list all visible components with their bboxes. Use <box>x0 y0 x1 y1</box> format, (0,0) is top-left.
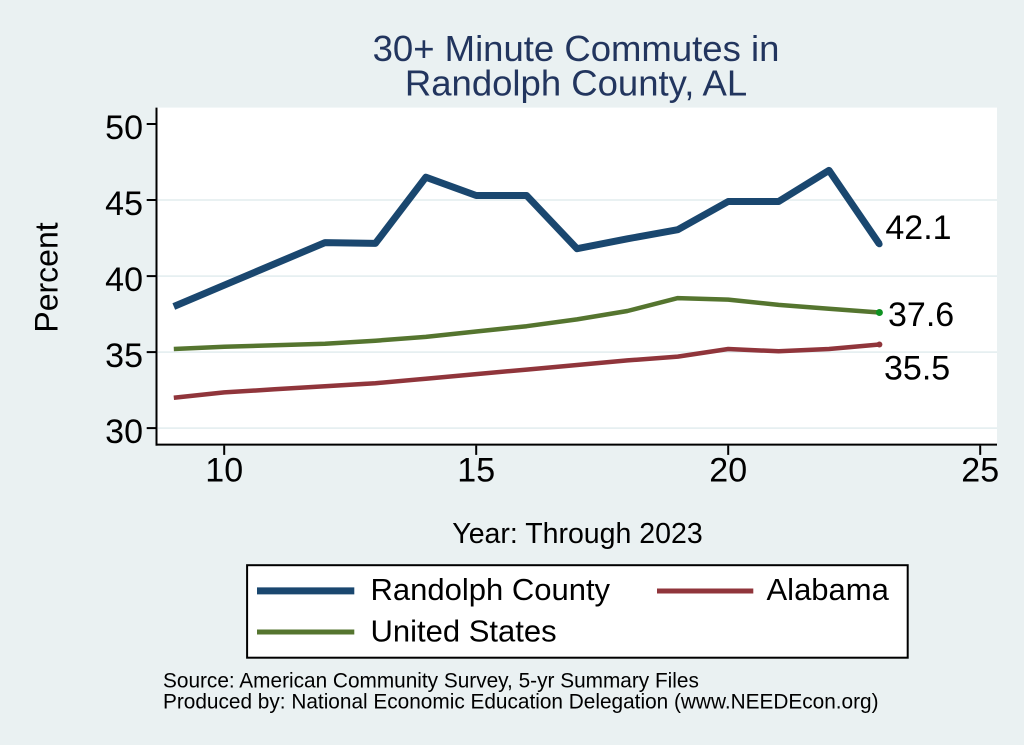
svg-text:37.6: 37.6 <box>888 296 954 334</box>
svg-text:10: 10 <box>205 451 243 489</box>
svg-text:45: 45 <box>105 185 143 223</box>
svg-text:15: 15 <box>457 451 495 489</box>
svg-text:Source: American Community Sur: Source: American Community Survey, 5-yr … <box>163 669 699 692</box>
svg-text:30: 30 <box>105 413 143 451</box>
svg-text:Year: Through 2023: Year: Through 2023 <box>452 518 702 550</box>
svg-text:35: 35 <box>105 337 143 375</box>
svg-text:50: 50 <box>105 109 143 147</box>
svg-text:25: 25 <box>961 451 999 489</box>
svg-text:Alabama: Alabama <box>767 572 890 607</box>
svg-text:40: 40 <box>105 261 143 299</box>
svg-text:20: 20 <box>709 451 747 489</box>
svg-text:35.5: 35.5 <box>884 349 950 387</box>
svg-text:Randolph County: Randolph County <box>371 572 611 607</box>
svg-text:Randolph County, AL: Randolph County, AL <box>405 63 747 104</box>
svg-text:United States: United States <box>371 614 557 649</box>
svg-text:Produced by: National Economic: Produced by: National Economic Education… <box>163 691 879 714</box>
svg-text:Percent: Percent <box>29 222 65 332</box>
svg-text:30+ Minute Commutes in: 30+ Minute Commutes in <box>373 28 780 69</box>
svg-text:42.1: 42.1 <box>885 209 951 247</box>
